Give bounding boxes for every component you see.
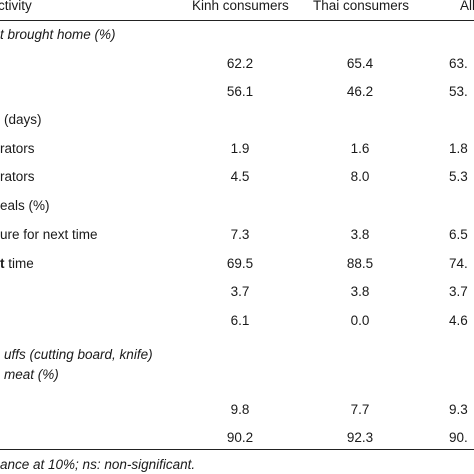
cell-all: 63.	[449, 56, 468, 71]
cell-kinh: 9.8	[230, 402, 250, 417]
cell-thai: 0.0	[350, 313, 370, 328]
cell-all: 9.3	[449, 402, 468, 417]
row-label-rest: time	[4, 256, 34, 271]
column-header-all: All	[460, 0, 474, 13]
cell-all: 90.	[449, 430, 468, 445]
cell-kinh: 62.2	[226, 56, 254, 71]
cell-thai: 3.8	[350, 284, 370, 299]
row-label: t brought home (%)	[0, 27, 116, 42]
cell-kinh: 7.3	[230, 227, 250, 242]
cell-thai: 1.6	[350, 141, 370, 156]
footnote: ance at 10%; ns: non-significant.	[0, 457, 196, 472]
column-header-kinh: Kinh consumers	[192, 0, 289, 13]
row-label: rators	[0, 169, 35, 184]
cell-kinh: 6.1	[230, 313, 250, 328]
cell-all: 4.6	[449, 313, 468, 328]
row-label: uffs (cutting board, knife)	[4, 347, 153, 362]
cell-thai: 3.8	[350, 227, 370, 242]
cell-all: 6.5	[449, 227, 468, 242]
cell-kinh: 69.5	[226, 256, 254, 271]
cell-thai: 8.0	[350, 169, 370, 184]
header-rule	[0, 20, 474, 21]
cell-all: 74.	[449, 256, 468, 271]
cell-kinh: 56.1	[226, 84, 254, 99]
cell-all: 1.8	[449, 141, 468, 156]
cell-kinh: 3.7	[230, 284, 250, 299]
row-label-bold: t	[0, 256, 5, 271]
column-header-activity: ctivity	[0, 0, 32, 13]
cell-all: 53.	[449, 84, 468, 99]
row-label: ure for next time	[0, 227, 98, 242]
cell-thai: 65.4	[346, 56, 374, 71]
cell-thai: 92.3	[346, 430, 374, 445]
row-label: eals (%)	[0, 198, 50, 213]
column-header-thai: Thai consumers	[313, 0, 410, 13]
cell-all: 3.7	[449, 284, 468, 299]
cell-thai: 7.7	[350, 402, 370, 417]
row-label: (days)	[4, 112, 42, 127]
cell-kinh: 4.5	[230, 169, 250, 184]
row-label: t time	[0, 256, 34, 272]
row-label: meat (%)	[4, 367, 59, 382]
row-label: rators	[0, 141, 35, 156]
cell-all: 5.3	[449, 169, 468, 184]
cell-thai: 88.5	[346, 256, 374, 271]
bottom-rule	[0, 449, 474, 450]
cell-kinh: 1.9	[230, 141, 250, 156]
cell-thai: 46.2	[346, 84, 374, 99]
cell-kinh: 90.2	[226, 430, 254, 445]
